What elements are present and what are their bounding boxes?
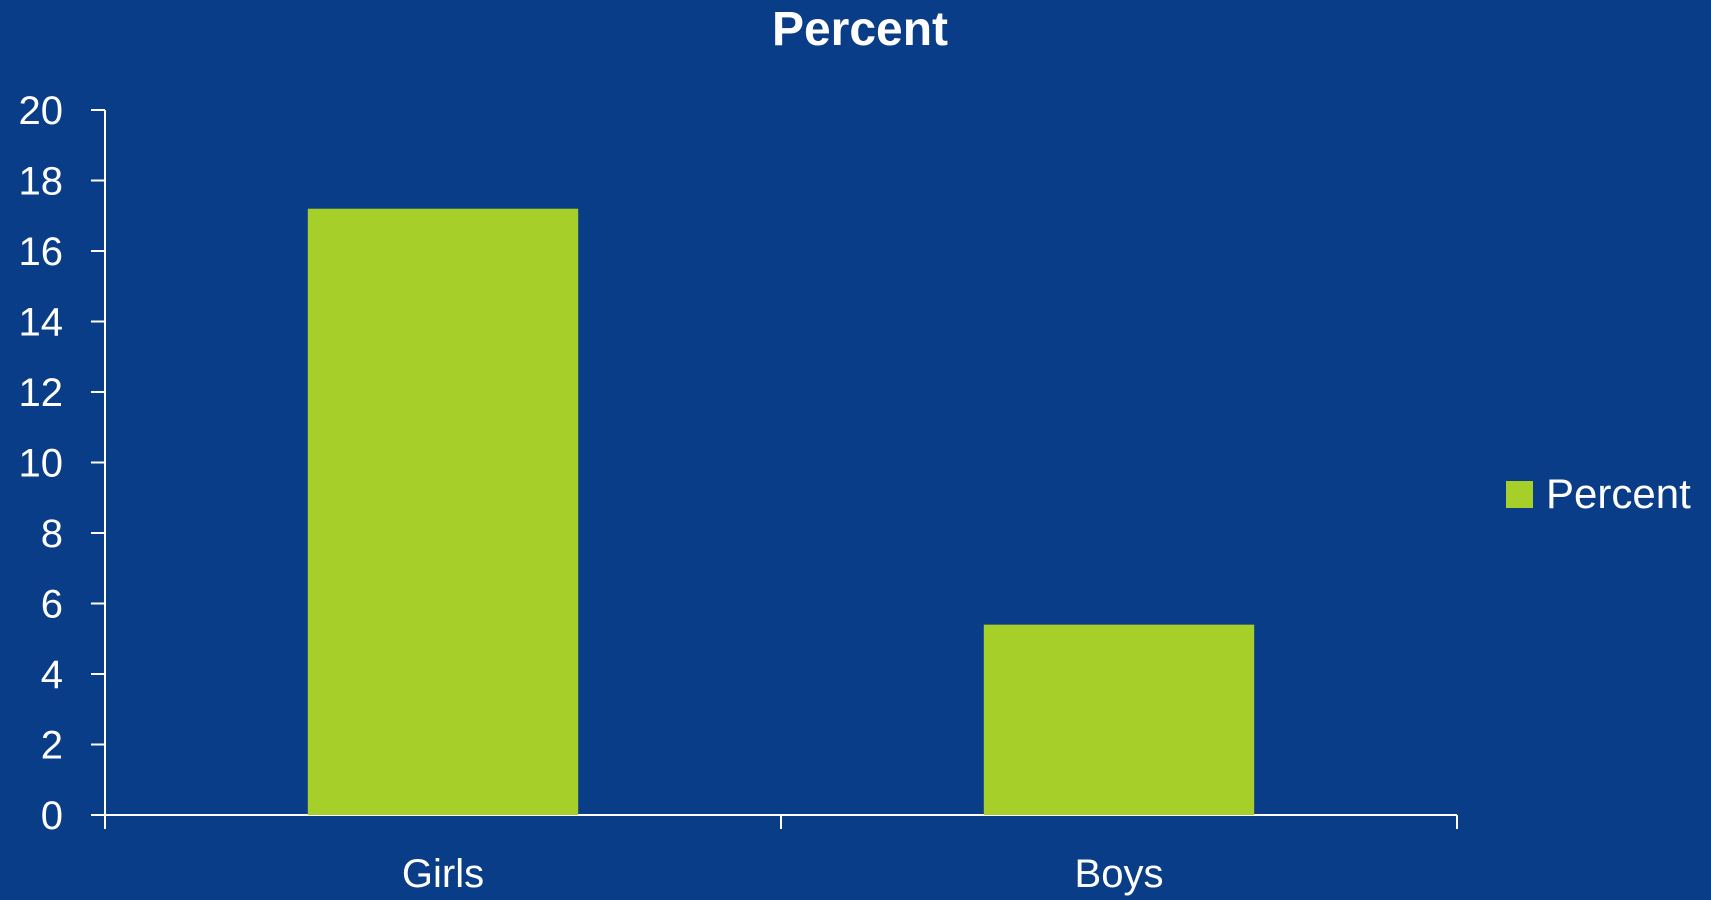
y-axis: 0 2 4 6 8 10 12 14 16 18 20 (19, 89, 106, 838)
legend: Percent (1506, 470, 1691, 517)
y-tick-label: 0 (41, 794, 63, 838)
y-tick-label: 10 (19, 442, 64, 486)
x-tick-label: Girls (402, 852, 484, 896)
legend-swatch (1506, 481, 1533, 508)
y-tick-label: 20 (19, 89, 64, 133)
bar-boys (983, 624, 1255, 815)
y-tick-label: 8 (41, 512, 63, 556)
y-tick-label: 16 (19, 230, 64, 274)
y-tick-label: 6 (41, 583, 63, 627)
legend-label: Percent (1546, 470, 1691, 517)
y-tick-label: 2 (41, 724, 63, 768)
chart-title: Percent (772, 3, 948, 56)
y-tick-label: 4 (41, 653, 63, 697)
y-tick-label: 12 (19, 371, 64, 415)
y-tick-label: 14 (19, 301, 64, 345)
bar-series (307, 208, 1255, 815)
y-tick-label: 18 (19, 160, 64, 204)
bar-girls (307, 208, 579, 815)
x-tick-label: Boys (1075, 852, 1164, 896)
x-axis: Girls Boys (104, 814, 1458, 896)
